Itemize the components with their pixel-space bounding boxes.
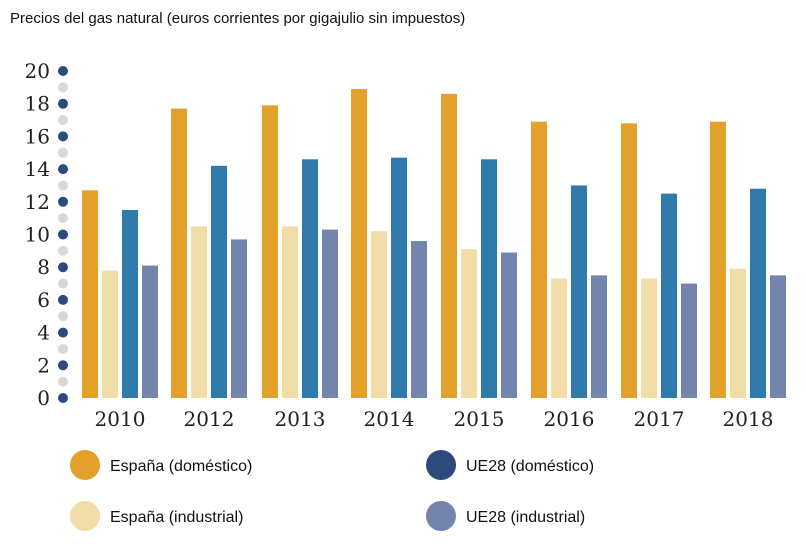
axis-dot-minor (58, 311, 68, 322)
axis-dot (58, 98, 68, 109)
bar-2010-2 (122, 209, 138, 398)
axis-dot (58, 327, 68, 338)
bar-2018-3 (770, 275, 786, 398)
chart-title: Precios del gas natural (euros corriente… (10, 10, 466, 27)
bar-2016-3 (591, 275, 607, 398)
x-tick-label: 2012 (184, 407, 235, 431)
legend-label: UE28 (industrial) (466, 509, 585, 526)
legend-swatch (70, 450, 100, 480)
y-tick-label: 20 (25, 59, 50, 83)
legend-swatch (70, 501, 100, 531)
y-tick-label: 16 (25, 124, 50, 148)
axis-dot (58, 294, 68, 305)
x-tick-label: 2015 (454, 407, 505, 431)
y-tick-label: 0 (37, 386, 50, 410)
y-tick-label: 4 (37, 321, 50, 345)
x-tick-label: 2014 (364, 407, 415, 431)
bar-2010-0 (82, 190, 98, 398)
y-tick-label: 18 (25, 92, 50, 116)
bar-2017-0 (621, 123, 637, 398)
bar-2016-2 (571, 185, 587, 398)
axis-dot-minor (58, 213, 68, 224)
bar-2012-3 (231, 239, 247, 398)
axis-dot-minor (58, 376, 68, 387)
bar-2015-3 (501, 252, 517, 398)
axis-dot-minor (58, 82, 68, 93)
axis-dot-minor (58, 180, 68, 191)
axis-dot (58, 393, 68, 403)
axis-dot-minor (58, 343, 68, 354)
axis-dot (58, 196, 68, 207)
y-tick-label: 12 (25, 190, 50, 214)
axis-dot (58, 131, 68, 142)
x-tick-label: 2013 (275, 407, 326, 431)
axis-dot (58, 262, 68, 273)
bar-2014-2 (391, 157, 407, 398)
y-tick-label: 8 (37, 255, 50, 279)
bar-2015-2 (481, 159, 497, 398)
bar-2014-0 (351, 88, 367, 399)
legend-label: España (doméstico) (110, 458, 252, 475)
x-tick-label: 2010 (95, 407, 146, 431)
bar-2017-3 (681, 283, 697, 398)
y-tick-label: 14 (25, 157, 50, 181)
y-tick-label: 2 (37, 353, 50, 377)
axis-dot (58, 229, 68, 240)
axis-dot-minor (58, 278, 68, 289)
axis-dot (58, 164, 68, 175)
bar-2018-0 (710, 121, 726, 398)
bar-2016-0 (531, 121, 547, 398)
bar-2013-2 (302, 159, 318, 398)
bar-2014-1 (371, 231, 387, 398)
legend-swatch (426, 450, 456, 480)
bar-2015-1 (461, 249, 477, 398)
y-tick-label: 6 (37, 288, 50, 312)
legend-swatch (426, 501, 456, 531)
bar-2013-0 (262, 105, 278, 399)
y-tick-label: 10 (25, 223, 50, 247)
bar-2010-3 (142, 265, 158, 398)
bar-2017-1 (641, 278, 657, 398)
bar-2018-1 (730, 268, 746, 398)
axis-dot (58, 66, 68, 76)
bar-2010-1 (102, 270, 118, 398)
bar-2012-0 (171, 108, 187, 398)
axis-dot-minor (58, 147, 68, 158)
legend-label: UE28 (doméstico) (466, 458, 594, 475)
bar-2017-2 (661, 193, 677, 398)
bar-2012-1 (191, 226, 207, 398)
axis-dot-minor (58, 245, 68, 256)
legend-label: España (industrial) (110, 509, 243, 526)
bar-2018-2 (750, 188, 766, 398)
bar-2014-3 (411, 241, 427, 398)
bar-2015-0 (441, 93, 457, 398)
bar-2016-1 (551, 278, 567, 398)
x-tick-label: 2016 (544, 407, 595, 431)
bar-2013-1 (282, 226, 298, 398)
x-tick-label: 2018 (723, 407, 774, 431)
bar-2012-2 (211, 165, 227, 398)
bar-2013-3 (322, 229, 338, 398)
x-tick-label: 2017 (634, 407, 685, 431)
axis-dot (58, 360, 68, 371)
axis-dot-minor (58, 115, 68, 126)
